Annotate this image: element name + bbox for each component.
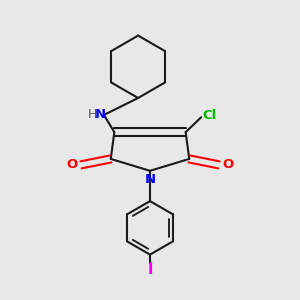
- Text: I: I: [147, 262, 153, 277]
- Text: N: N: [144, 173, 156, 186]
- Text: H: H: [87, 108, 97, 122]
- Text: N: N: [95, 108, 106, 122]
- Text: O: O: [67, 158, 78, 171]
- Text: Cl: Cl: [202, 109, 217, 122]
- Text: O: O: [222, 158, 233, 171]
